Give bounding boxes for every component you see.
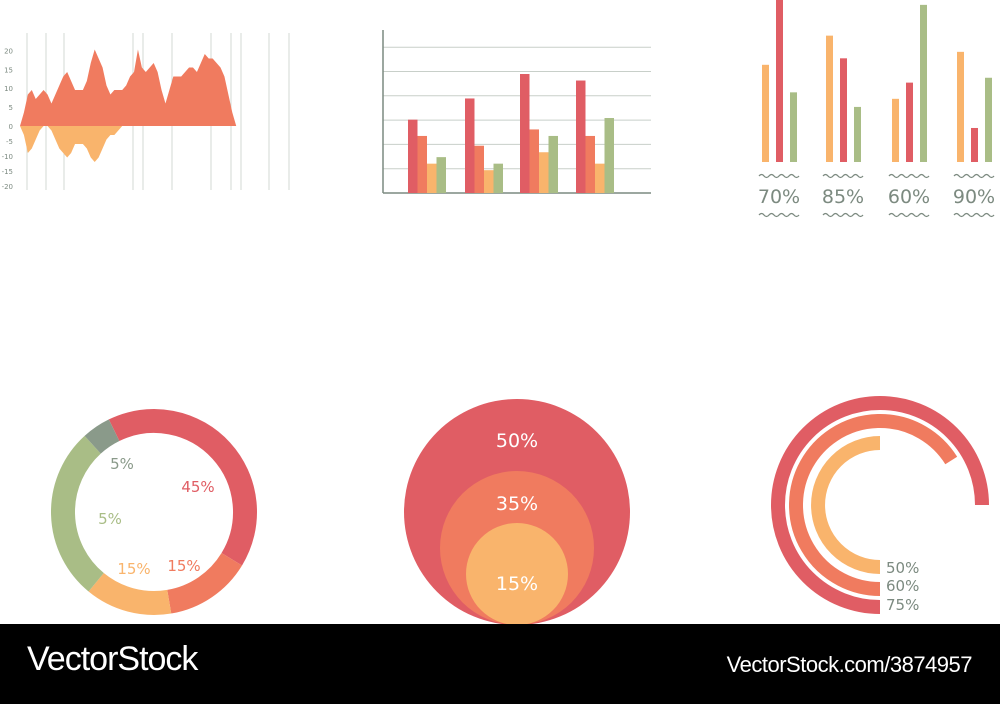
bar-mark [840,58,847,162]
wavy-divider [758,212,800,218]
bar-mark [826,35,833,162]
radial-arc-label: 75% [886,596,919,614]
bar-mark [484,170,494,193]
donut-slice [84,419,120,454]
radial-arc-label: 60% [886,577,919,595]
area-series-positive [20,49,307,126]
percent-label: 60% [888,186,930,208]
area-ytick-label: -5 [6,138,13,146]
area-ytick-label: -15 [2,168,13,176]
radial-arc-label: 50% [886,559,919,577]
bar-mark [971,127,978,162]
wavy-divider [822,173,864,179]
bar-mark [595,163,605,193]
radial-arc [789,414,958,596]
stock-id-text: VectorStock.com/3874957 [726,652,973,677]
grouped-bar-chart [382,30,651,194]
bar-mark [417,135,427,193]
bar-mark [906,82,913,162]
donut-slice [108,409,257,566]
bar-mark [957,51,964,163]
bar-mark [539,152,549,193]
wavy-divider [822,212,864,218]
percent-label: 90% [953,186,995,208]
watermark-footer: VectorStock VectorStock.com/3874957 [0,624,1000,704]
radial-arc [811,436,881,574]
donut-slice-label: 15% [117,560,150,578]
area-ytick-label: 20 [4,47,13,55]
radial-arc [771,396,989,614]
bar-mark [790,92,797,162]
bar-mark [465,98,475,193]
donut-slice-label: 15% [167,557,200,575]
donut-slice-label: 5% [110,455,134,473]
bar-mark [776,0,783,162]
bar-mark [493,163,503,193]
circle-label: 50% [496,430,538,452]
bar-mark [427,163,437,193]
donut-slice-label: 45% [181,478,214,496]
area-ytick-label: 5 [9,104,13,112]
radial-arcs-chart [771,396,989,614]
percent-label: 85% [822,186,864,208]
area-ytick-label: 15 [4,66,13,74]
bar-mark [408,119,418,193]
wavy-divider [953,173,995,179]
wavy-divider [953,212,995,218]
bar-mark [436,157,446,193]
wavy-divider [888,173,930,179]
bar-mark [474,145,484,193]
bar-mark [854,106,861,162]
area-ytick-label: 10 [4,85,13,93]
percent-bar-groups [758,0,995,218]
bar-mark [585,135,595,193]
wavy-divider [888,212,930,218]
bar-mark [762,64,769,162]
circle-label: 15% [496,573,538,595]
infographic-canvas: 20 15 10 5 0 -5 -10 -15 -20 70% 85% 60% 90% 45% 15% 15%… [2,0,995,624]
bar-mark [892,98,899,162]
donut-slice [51,435,105,592]
nested-circles-chart [404,399,630,624]
area-chart [20,33,307,190]
donut-slice [88,572,172,615]
bar-mark [604,118,614,193]
bar-mark [529,129,539,193]
bar-mark [576,80,586,193]
circle-mark [466,523,568,624]
donut-chart [51,409,257,615]
donut-slice [166,552,243,614]
bar-mark [920,4,927,162]
bar-mark [548,135,558,193]
area-ytick-label: 0 [9,123,13,131]
bar-mark [985,77,992,162]
area-ytick-label: -20 [2,183,13,191]
donut-slice-label: 5% [98,510,122,528]
brand-logo-text: VectorStock [27,640,198,678]
circle-label: 35% [496,493,538,515]
wavy-divider [758,173,800,179]
percent-label: 70% [758,186,800,208]
bar-mark [520,74,530,193]
area-ytick-label: -10 [2,153,13,161]
area-series-negative [20,126,307,162]
